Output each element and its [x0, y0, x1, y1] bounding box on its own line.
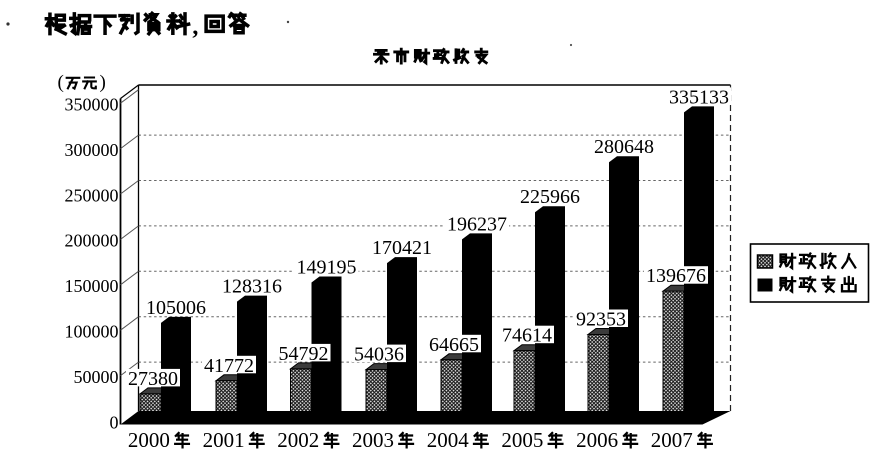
svg-text:128316: 128316	[222, 276, 282, 298]
svg-text:2000: 2000	[128, 428, 170, 452]
svg-text:200000: 200000	[65, 231, 119, 251]
svg-text:105006: 105006	[146, 297, 206, 319]
svg-text:2006: 2006	[576, 428, 618, 452]
svg-text:,: ,	[192, 14, 198, 40]
svg-text:): )	[100, 72, 106, 93]
svg-text:280648: 280648	[594, 136, 654, 158]
svg-text:54036: 54036	[354, 344, 404, 366]
svg-text:2005: 2005	[501, 428, 543, 452]
svg-text:92353: 92353	[576, 309, 626, 331]
svg-text:50000: 50000	[74, 367, 119, 387]
svg-text:196237: 196237	[447, 213, 507, 235]
svg-text:335133: 335133	[669, 86, 729, 108]
svg-text:2002: 2002	[277, 428, 319, 452]
svg-text:150000: 150000	[65, 276, 119, 296]
svg-text:74614: 74614	[502, 325, 552, 347]
svg-text:2007: 2007	[651, 428, 693, 452]
svg-text:300000: 300000	[65, 140, 119, 160]
svg-text:64665: 64665	[429, 334, 479, 356]
svg-text:2001: 2001	[203, 428, 245, 452]
svg-text:225966: 225966	[520, 186, 580, 208]
svg-text:54792: 54792	[279, 343, 329, 365]
svg-text:350000: 350000	[65, 95, 119, 115]
svg-text:100000: 100000	[65, 322, 119, 342]
svg-text:170421: 170421	[372, 237, 432, 259]
svg-text:2003: 2003	[352, 428, 394, 452]
svg-text:41772: 41772	[204, 355, 254, 377]
svg-text:139676: 139676	[646, 265, 706, 287]
svg-text:(: (	[58, 72, 64, 93]
svg-text:250000: 250000	[65, 185, 119, 205]
svg-text:0: 0	[110, 412, 119, 432]
svg-text:149195: 149195	[297, 257, 357, 279]
svg-text:27380: 27380	[128, 368, 178, 390]
svg-text:2004: 2004	[427, 428, 470, 452]
